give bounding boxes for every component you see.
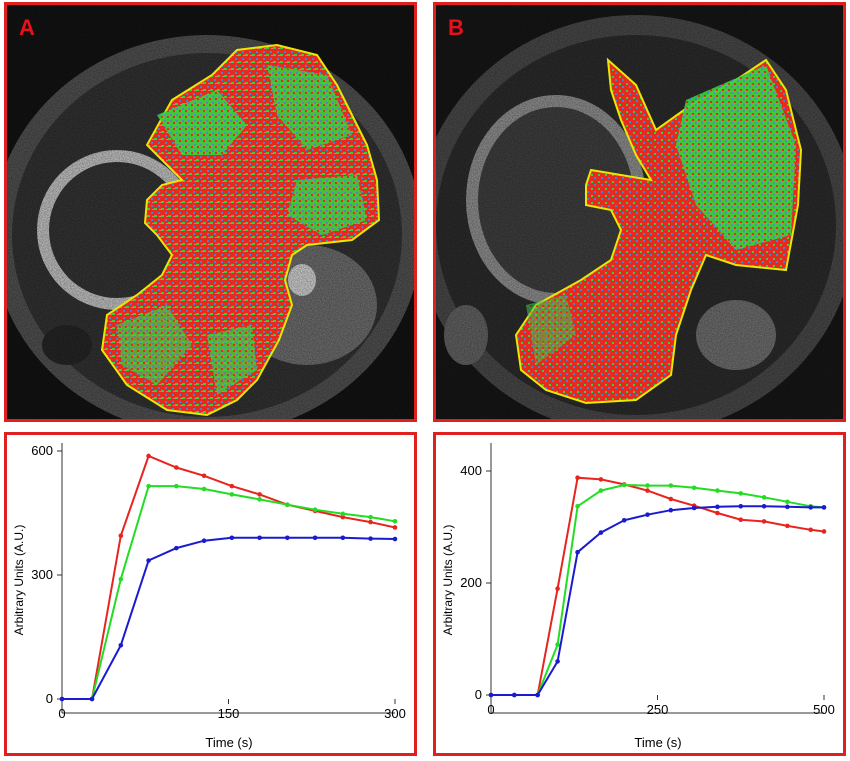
data-point bbox=[785, 524, 790, 529]
mri-panel-a: A bbox=[4, 2, 417, 422]
data-point bbox=[119, 577, 124, 582]
data-point bbox=[257, 536, 262, 541]
y-axis-label: Arbitrary Units (A.U.) bbox=[441, 525, 455, 636]
data-point bbox=[762, 519, 767, 524]
y-tick-label: 0 bbox=[46, 691, 53, 706]
data-point bbox=[555, 642, 560, 647]
x-tick-label: 0 bbox=[487, 702, 494, 717]
data-point bbox=[285, 502, 290, 507]
data-point bbox=[119, 643, 124, 648]
series-line-1 bbox=[491, 485, 824, 695]
y-axis-label: Arbitrary Units (A.U.) bbox=[12, 525, 26, 636]
data-point bbox=[762, 495, 767, 500]
data-point bbox=[669, 508, 674, 513]
data-point bbox=[174, 465, 179, 470]
data-point bbox=[512, 693, 517, 698]
data-point bbox=[230, 492, 235, 497]
data-point bbox=[174, 546, 179, 551]
data-point bbox=[715, 511, 720, 516]
x-tick-label: 250 bbox=[647, 702, 669, 717]
data-point bbox=[393, 519, 398, 524]
series-line-0 bbox=[491, 478, 824, 695]
data-point bbox=[257, 497, 262, 502]
data-point bbox=[285, 536, 290, 541]
data-point bbox=[313, 536, 318, 541]
data-point bbox=[808, 505, 813, 510]
data-point bbox=[692, 506, 697, 511]
data-point bbox=[174, 484, 179, 489]
data-point bbox=[738, 517, 743, 522]
data-point bbox=[622, 518, 627, 523]
panel-label-a: A bbox=[19, 15, 35, 41]
y-tick-label: 300 bbox=[31, 567, 53, 582]
data-point bbox=[393, 525, 398, 530]
signal-chart-a: Time (s) Arbitrary Units (A.U.) 0 150 300 0… bbox=[7, 435, 414, 753]
x-axis-label: Time (s) bbox=[205, 735, 252, 750]
data-point bbox=[822, 529, 827, 534]
data-point bbox=[341, 536, 346, 541]
data-point bbox=[738, 491, 743, 496]
data-point bbox=[341, 512, 346, 517]
data-point bbox=[692, 486, 697, 491]
signal-chart-b: Time (s) Arbitrary Units (A.U.) 0 250 500 0… bbox=[436, 435, 843, 753]
series-line-2 bbox=[491, 506, 824, 695]
data-point bbox=[119, 533, 124, 538]
data-point bbox=[555, 659, 560, 664]
data-point bbox=[762, 504, 767, 509]
data-point bbox=[368, 536, 373, 541]
data-point bbox=[715, 488, 720, 493]
y-tick-label: 400 bbox=[460, 463, 482, 478]
data-point bbox=[230, 484, 235, 489]
data-point bbox=[715, 505, 720, 510]
data-point bbox=[575, 475, 580, 480]
data-point bbox=[90, 697, 95, 702]
data-point bbox=[368, 515, 373, 520]
data-point bbox=[202, 487, 207, 492]
data-point bbox=[575, 550, 580, 555]
data-point bbox=[599, 477, 604, 482]
data-point bbox=[622, 483, 627, 488]
data-point bbox=[313, 507, 318, 512]
data-point bbox=[808, 528, 813, 533]
x-tick-label: 150 bbox=[218, 706, 240, 721]
data-point bbox=[599, 530, 604, 535]
chart-panel-b: Time (s) Arbitrary Units (A.U.) 0 250 500 0… bbox=[433, 432, 846, 756]
mri-image-b bbox=[436, 5, 843, 419]
data-point bbox=[489, 693, 494, 698]
data-point bbox=[146, 484, 151, 489]
data-point bbox=[257, 492, 262, 497]
data-point bbox=[535, 693, 540, 698]
x-tick-label: 300 bbox=[384, 706, 406, 721]
data-point bbox=[645, 483, 650, 488]
data-point bbox=[368, 520, 373, 525]
panel-label-b: B bbox=[448, 15, 464, 41]
x-tick-label: 0 bbox=[58, 706, 65, 721]
mri-image-a bbox=[7, 5, 414, 419]
y-tick-label: 600 bbox=[31, 443, 53, 458]
data-point bbox=[785, 505, 790, 510]
x-tick-label: 500 bbox=[813, 702, 835, 717]
data-point bbox=[555, 586, 560, 591]
data-point bbox=[669, 483, 674, 488]
data-point bbox=[738, 504, 743, 509]
mri-panel-b: B bbox=[433, 2, 846, 422]
data-point bbox=[146, 454, 151, 459]
data-point bbox=[202, 474, 207, 479]
data-point bbox=[669, 497, 674, 502]
y-tick-label: 200 bbox=[460, 575, 482, 590]
data-point bbox=[645, 488, 650, 493]
data-point bbox=[60, 697, 65, 702]
chart-panel-a: Time (s) Arbitrary Units (A.U.) 0 150 300 0… bbox=[4, 432, 417, 756]
data-point bbox=[146, 558, 151, 563]
data-point bbox=[822, 505, 827, 510]
data-point bbox=[575, 504, 580, 509]
data-point bbox=[645, 512, 650, 517]
data-point bbox=[785, 500, 790, 505]
data-point bbox=[202, 538, 207, 543]
data-point bbox=[393, 537, 398, 542]
x-axis-label: Time (s) bbox=[634, 735, 681, 750]
data-point bbox=[599, 488, 604, 493]
y-tick-label: 0 bbox=[475, 687, 482, 702]
data-point bbox=[230, 536, 235, 541]
